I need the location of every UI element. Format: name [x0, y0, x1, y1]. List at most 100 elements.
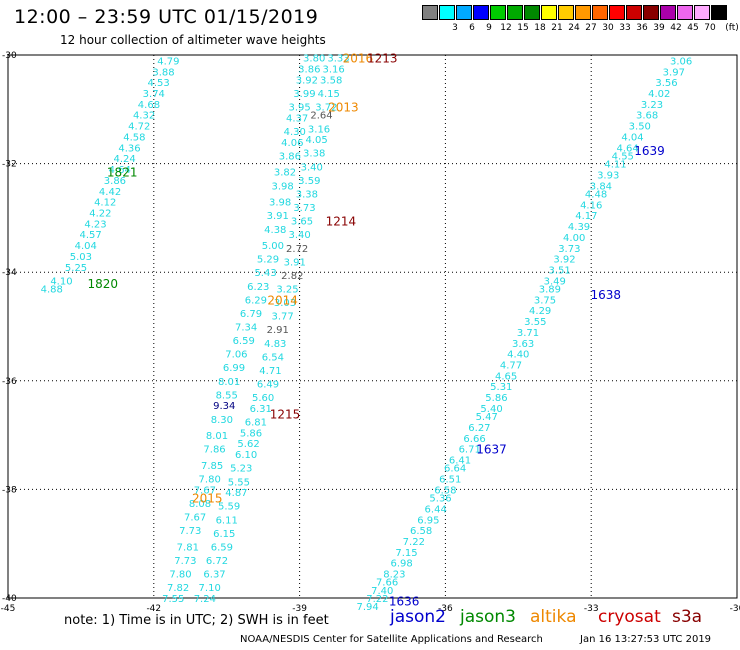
wave-height-value: 3.91 [284, 257, 306, 268]
wave-height-value: 6.64 [444, 464, 466, 475]
wave-height-value: 7.82 [167, 583, 189, 594]
wave-height-value: 4.36 [118, 143, 140, 154]
pass-time-label: 2016 [343, 52, 374, 66]
wave-height-value: 3.50 [629, 122, 651, 133]
x-tick-label: -30 [730, 604, 740, 614]
footer-timestamp: Jan 16 13:27:53 UTC 2019 [580, 634, 712, 645]
wave-height-value: 3.56 [655, 78, 677, 89]
wave-height-value: 5.25 [65, 263, 87, 274]
wave-height-value: 3.84 [590, 181, 612, 192]
wave-height-value: 3.38 [296, 189, 318, 200]
scale-swatch [626, 5, 642, 20]
wave-height-value: 4.72 [128, 122, 150, 133]
pass-time-label: 2013 [328, 101, 359, 115]
wave-height-value: 7.24 [194, 594, 216, 605]
wave-height-value: 3.92 [553, 255, 575, 266]
scale-swatch [694, 5, 710, 20]
wave-height-value: 7.66 [376, 578, 398, 589]
scale-swatch [507, 5, 523, 20]
wave-height-value: 3.06 [670, 56, 692, 67]
legend-jason3: jason3 [460, 607, 516, 627]
wave-height-value: 5.59 [218, 502, 240, 513]
wave-height-value: 8.01 [206, 431, 228, 442]
wave-height-value: 3.68 [636, 111, 658, 122]
wave-height-value: 5.40 [480, 404, 502, 415]
wave-height-value: 9.34 [213, 401, 235, 412]
scale-swatch [473, 5, 489, 20]
wave-height-value: 4.64 [109, 165, 131, 176]
wave-height-value: 3.82 [274, 168, 296, 179]
wave-height-value: 4.24 [114, 154, 136, 165]
wave-height-value: 3.38 [303, 149, 325, 160]
scale-label: 45 [687, 23, 699, 33]
wave-height-value: 3.58 [320, 75, 342, 86]
wave-height-value: 4.88 [41, 284, 63, 295]
wave-height-value: 4.77 [500, 361, 522, 372]
wave-height-value: 6.27 [468, 423, 490, 434]
pass-time-label: 2015 [192, 492, 223, 506]
wave-height-value: 6.66 [463, 434, 485, 445]
scale-label: 30 [602, 23, 614, 33]
wave-height-value: 4.10 [50, 276, 72, 287]
y-tick-label: -34 [2, 268, 17, 278]
wave-height-value: 2.72 [286, 244, 308, 255]
wave-height-value: 6.44 [425, 504, 447, 515]
wave-height-value: 7.81 [177, 542, 199, 553]
wave-height-value: 7.15 [395, 548, 417, 559]
pass-time-label: 1215 [270, 407, 301, 421]
wave-height-value: 5.03 [70, 252, 92, 263]
wave-height-value: 7.67 [194, 485, 216, 496]
wave-height-value: 4.32 [133, 111, 155, 122]
scale-swatch [609, 5, 625, 20]
page-title: 12:00 – 23:59 UTC 01/15/2019 [14, 6, 319, 28]
scale-label: 12 [500, 23, 512, 33]
wave-height-value: 3.74 [143, 89, 165, 100]
wave-height-value: 3.91 [267, 211, 289, 222]
note-text: note: 1) Time is in UTC; 2) SWH is in fe… [64, 613, 329, 628]
x-tick-label: -36 [438, 604, 453, 614]
wave-height-value: 6.10 [235, 450, 257, 461]
wave-height-value: 3.88 [152, 67, 174, 78]
wave-height-value: 6.95 [417, 515, 439, 526]
wave-height-value: 7.80 [169, 570, 191, 581]
wave-height-value: 7.73 [179, 526, 201, 537]
wave-height-value: 6.58 [434, 485, 456, 496]
wave-height-value: 3.33 [327, 54, 349, 65]
y-tick-label: -38 [2, 485, 17, 495]
scale-swatch [541, 5, 557, 20]
wave-height-value: 5.43 [254, 268, 276, 279]
wave-height-value: 3.72 [315, 103, 337, 114]
wave-height-value: 6.51 [439, 475, 461, 486]
wave-height-value: 7.40 [371, 586, 393, 597]
wave-height-value: 5.47 [476, 412, 498, 423]
y-tick-label: -40 [2, 594, 17, 604]
wave-height-value: 7.80 [199, 475, 221, 486]
scale-label: 27 [585, 23, 597, 33]
wave-height-value: 3.89 [539, 284, 561, 295]
wave-height-value: 3.73 [293, 203, 315, 214]
wave-height-value: 4.71 [259, 366, 281, 377]
wave-height-value: 6.15 [213, 529, 235, 540]
scale-label: 21 [551, 23, 563, 33]
wave-height-value: 5.31 [490, 382, 512, 393]
y-tick-label: -36 [2, 377, 17, 387]
wave-height-value: 3.86 [279, 151, 301, 162]
wave-height-value: 4.57 [79, 230, 101, 241]
wave-height-value: 3.92 [296, 75, 318, 86]
x-tick-label: -33 [584, 604, 599, 614]
scale-swatch [677, 5, 693, 20]
wave-height-value: 3.03 [274, 298, 296, 309]
wave-height-value: 4.04 [621, 132, 643, 143]
wave-height-value: 6.59 [233, 336, 255, 347]
pass-time-label: 1214 [326, 215, 357, 229]
pass-time-label: 1820 [87, 277, 118, 291]
scale-label: 9 [486, 23, 492, 33]
scale-swatch [456, 5, 472, 20]
scale-swatch [524, 5, 540, 20]
y-tick-label: -30 [2, 51, 17, 61]
scale-label: 42 [670, 23, 682, 33]
pass-time-label: 1637 [476, 443, 507, 457]
wave-height-value: 7.85 [201, 461, 223, 472]
map-frame [7, 54, 738, 599]
wave-height-value: 5.86 [485, 393, 507, 404]
